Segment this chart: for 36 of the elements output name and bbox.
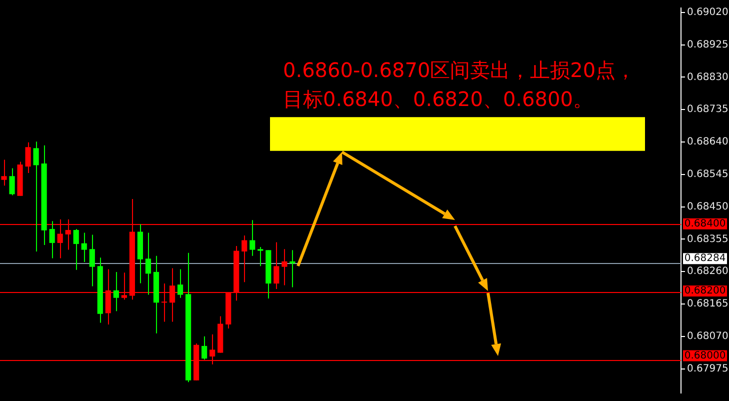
candlestick bbox=[89, 234, 95, 287]
candlestick bbox=[274, 242, 280, 290]
candlestick bbox=[9, 168, 15, 196]
annotation: 目标0.6840、0.6820、0.6800。 bbox=[283, 86, 594, 113]
candlestick bbox=[201, 336, 208, 360]
annotation: 0.6860-0.6870区间卖出，止损20点， bbox=[283, 57, 636, 84]
candlestick bbox=[242, 234, 248, 283]
candlestick bbox=[81, 232, 87, 263]
y-tick-label: 0.68545 bbox=[687, 169, 728, 180]
y-tick-label: 0.68640 bbox=[687, 136, 728, 148]
y-tick-label: 0.68260 bbox=[687, 266, 728, 278]
candlestick bbox=[145, 232, 152, 296]
candlestick bbox=[73, 228, 79, 270]
candlestick bbox=[1, 159, 7, 186]
candlestick bbox=[113, 271, 119, 312]
y-tick-label: 0.68450 bbox=[687, 201, 728, 212]
y-tick-label: 0.67975 bbox=[687, 363, 728, 374]
ref-line-label: 0.68200 bbox=[684, 286, 726, 297]
candlestick bbox=[25, 142, 31, 174]
candlestick bbox=[49, 220, 55, 259]
y-tick-label: 0.68070 bbox=[687, 330, 728, 342]
y-tick-label: 0.68735 bbox=[687, 104, 728, 116]
ref-line-label: 0.68284 bbox=[684, 253, 726, 264]
candlestick bbox=[282, 248, 288, 286]
y-tick-label: 0.68830 bbox=[687, 72, 728, 83]
candlestick bbox=[177, 268, 184, 298]
ref-line-label: 0.68000 bbox=[684, 350, 726, 362]
candlestick bbox=[290, 250, 296, 288]
y-tick-label: 0.68165 bbox=[687, 298, 728, 310]
ref-line-label: 0.68400 bbox=[684, 218, 726, 230]
y-tick-label: 0.68355 bbox=[687, 234, 728, 245]
y-tick-label: 0.68925 bbox=[687, 39, 728, 50]
candlestick bbox=[258, 246, 264, 267]
candlestick bbox=[250, 220, 256, 256]
y-tick-label: 0.69020 bbox=[687, 7, 728, 18]
candlestick bbox=[33, 141, 39, 252]
